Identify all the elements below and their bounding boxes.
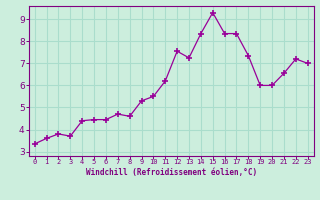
X-axis label: Windchill (Refroidissement éolien,°C): Windchill (Refroidissement éolien,°C) <box>86 168 257 177</box>
